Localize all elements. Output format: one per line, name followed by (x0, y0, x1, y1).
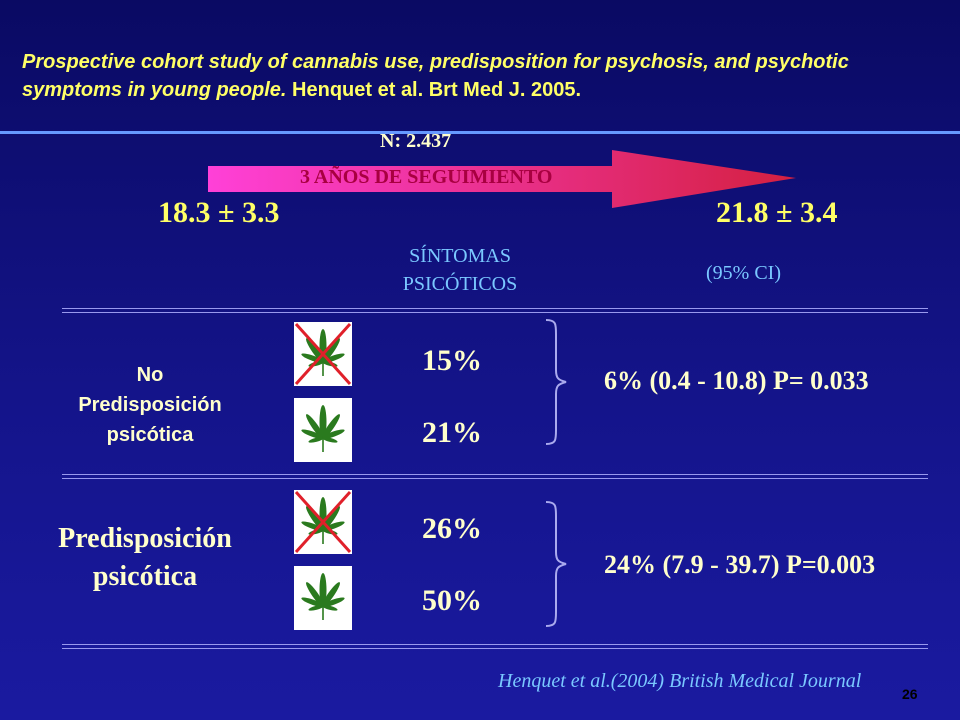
divider-top (62, 308, 928, 309)
group2-brace-icon (545, 501, 567, 627)
divider-middle (62, 474, 928, 475)
group2-label-line2: psicótica (92, 561, 198, 592)
group-no-predisposition-label: No Predisposición psicótica (30, 360, 270, 450)
group2-label-line1: Predisposición (58, 523, 232, 554)
cannabis-leaf-icon (294, 398, 352, 462)
cannabis-leaf-icon (294, 566, 352, 630)
divider-bottom-2 (62, 648, 928, 649)
symptoms-column-header: SÍNTOMAS PSICÓTICOS (360, 242, 560, 298)
group1-label-line3: psicótica (106, 424, 194, 446)
ci-column-header: (95% CI) (706, 262, 781, 284)
group2-no-cannabis-pct: 26% (422, 512, 482, 545)
group2-result: 24% (7.9 - 39.7) P=0.003 (604, 550, 876, 579)
divider-top-2 (62, 312, 928, 313)
symptoms-header-line1: SÍNTOMAS (409, 245, 511, 267)
group1-result: 6% (0.4 - 10.8) P= 0.033 (604, 366, 869, 395)
group2-cannabis-pct: 50% (422, 584, 482, 617)
followup-label: 3 AÑOS DE SEGUIMIENTO (300, 166, 553, 188)
crossed-cannabis-leaf-icon (294, 490, 352, 554)
study-reference: Henquet et al. Brt Med J. 2005. (286, 79, 582, 101)
header-divider (0, 131, 960, 134)
start-age: 18.3 ± 3.3 (158, 196, 280, 229)
slide-title: Prospective cohort study of cannabis use… (22, 48, 952, 104)
group1-no-cannabis-pct: 15% (422, 344, 482, 377)
end-age: 21.8 ± 3.4 (716, 196, 838, 229)
group1-label-line2: Predisposición (78, 394, 222, 416)
study-title: Prospective cohort study of cannabis use… (22, 51, 849, 101)
group-predisposition-label: Predisposición psicótica (30, 520, 260, 596)
divider-bottom (62, 644, 928, 645)
followup-arrow-icon (208, 150, 796, 208)
group1-label-line1: No (136, 364, 164, 386)
citation: Henquet et al.(2004) British Medical Jou… (498, 670, 862, 692)
symptoms-header-line2: PSICÓTICOS (402, 273, 518, 295)
group1-cannabis-pct: 21% (422, 416, 482, 449)
group1-brace-icon (545, 319, 567, 445)
divider-middle-2 (62, 478, 928, 479)
sample-size: N: 2.437 (380, 130, 452, 152)
page-number: 26 (902, 686, 918, 702)
crossed-cannabis-leaf-icon (294, 322, 352, 386)
